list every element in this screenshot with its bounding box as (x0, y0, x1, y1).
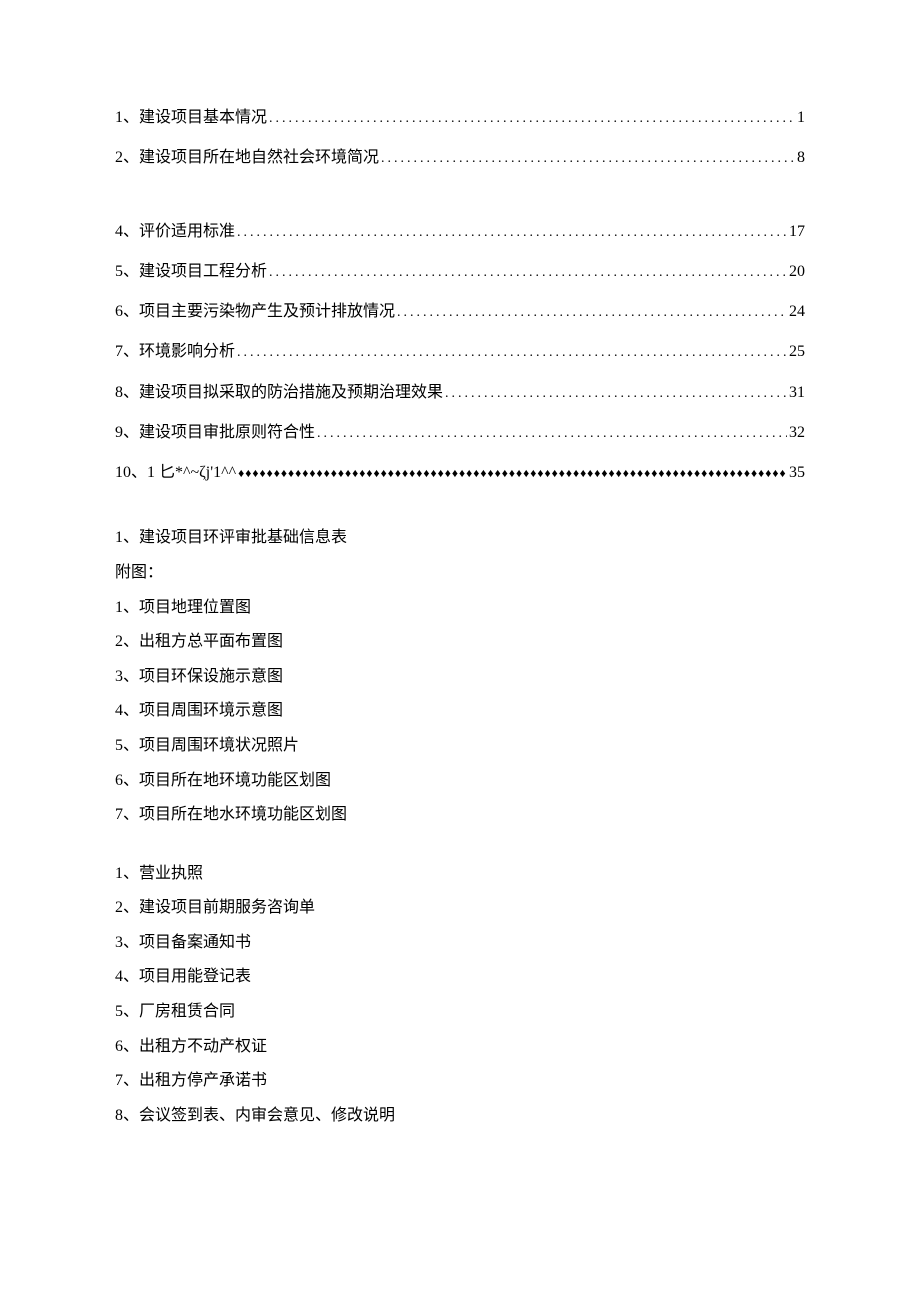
appendix-item: 7、项目所在地水环境功能区划图 (115, 802, 805, 828)
toc-label: 10、1 匕*^~ζj'1^^ (115, 460, 236, 486)
toc-page: 20 (789, 259, 805, 285)
toc-leader: ........................................… (237, 342, 787, 364)
toc-leader: ........................................… (397, 302, 787, 324)
appendix-item: 2、建设项目前期服务咨询单 (115, 895, 805, 921)
toc-label: 1、建设项目基本情况 (115, 105, 267, 131)
toc-page: 24 (789, 299, 805, 325)
toc-page: 32 (789, 420, 805, 446)
toc-gap (115, 185, 805, 219)
toc-leader-diamonds: ♦♦♦♦♦♦♦♦♦♦♦♦♦♦♦♦♦♦♦♦♦♦♦♦♦♦♦♦♦♦♦♦♦♦♦♦♦♦♦♦… (238, 464, 787, 483)
toc-entry: 7、环境影响分析 ...............................… (115, 339, 805, 365)
toc-entry: 5、建设项目工程分析 .............................… (115, 259, 805, 285)
appendix-item: 3、项目环保设施示意图 (115, 664, 805, 690)
list-gap (115, 837, 805, 861)
toc-label: 7、环境影响分析 (115, 339, 235, 365)
toc-page: 8 (797, 145, 805, 171)
toc-entry: 8、建设项目拟采取的防治措施及预期治理效果 ..................… (115, 380, 805, 406)
appendix-item: 2、出租方总平面布置图 (115, 629, 805, 655)
appendix-item: 6、出租方不动产权证 (115, 1034, 805, 1060)
toc-page: 31 (789, 380, 805, 406)
toc-leader: ........................................… (445, 383, 787, 405)
appendix-item: 5、厂房租赁合同 (115, 999, 805, 1025)
toc-label: 5、建设项目工程分析 (115, 259, 267, 285)
toc-label: 2、建设项目所在地自然社会环境简况 (115, 145, 379, 171)
table-of-contents: 1、建设项目基本情况 .............................… (115, 105, 805, 485)
appendix-item: 7、出租方停产承诺书 (115, 1068, 805, 1094)
toc-leader: ........................................… (381, 148, 795, 170)
appendix-item: 6、项目所在地环境功能区划图 (115, 768, 805, 794)
toc-entry: 1、建设项目基本情况 .............................… (115, 105, 805, 131)
appendix-section-2: 1、营业执照 2、建设项目前期服务咨询单 3、项目备案通知书 4、项目用能登记表… (115, 861, 805, 1129)
toc-leader: ........................................… (237, 222, 787, 244)
appendix-item: 1、项目地理位置图 (115, 595, 805, 621)
toc-label: 8、建设项目拟采取的防治措施及预期治理效果 (115, 380, 443, 406)
toc-page: 35 (789, 460, 805, 486)
toc-label: 6、项目主要污染物产生及预计排放情况 (115, 299, 395, 325)
toc-entry: 9、建设项目审批原则符合性 ..........................… (115, 420, 805, 446)
toc-page: 25 (789, 339, 805, 365)
appendix-item: 4、项目用能登记表 (115, 964, 805, 990)
toc-entry: 6、项目主要污染物产生及预计排放情况 .....................… (115, 299, 805, 325)
appendix-header: 1、建设项目环评审批基础信息表 (115, 525, 805, 551)
toc-entry: 4、评价适用标准 ...............................… (115, 219, 805, 245)
toc-leader: ........................................… (269, 108, 795, 130)
toc-entry: 2、建设项目所在地自然社会环境简况 ......................… (115, 145, 805, 171)
toc-label: 4、评价适用标准 (115, 219, 235, 245)
toc-page: 1 (797, 105, 805, 131)
toc-page: 17 (789, 219, 805, 245)
toc-leader: ........................................… (317, 423, 787, 445)
appendix-item: 5、项目周围环境状况照片 (115, 733, 805, 759)
toc-leader: ........................................… (269, 262, 787, 284)
appendix-item: 8、会议签到表、内审会意见、修改说明 (115, 1103, 805, 1129)
toc-entry-special: 10、1 匕*^~ζj'1^^ ♦♦♦♦♦♦♦♦♦♦♦♦♦♦♦♦♦♦♦♦♦♦♦♦… (115, 460, 805, 486)
appendix-item: 4、项目周围环境示意图 (115, 698, 805, 724)
appendix-item: 3、项目备案通知书 (115, 930, 805, 956)
appendix-subheader: 附图： (115, 560, 805, 586)
appendix-section-1: 1、建设项目环评审批基础信息表 附图： 1、项目地理位置图 2、出租方总平面布置… (115, 525, 805, 827)
toc-label: 9、建设项目审批原则符合性 (115, 420, 315, 446)
appendix-item: 1、营业执照 (115, 861, 805, 887)
